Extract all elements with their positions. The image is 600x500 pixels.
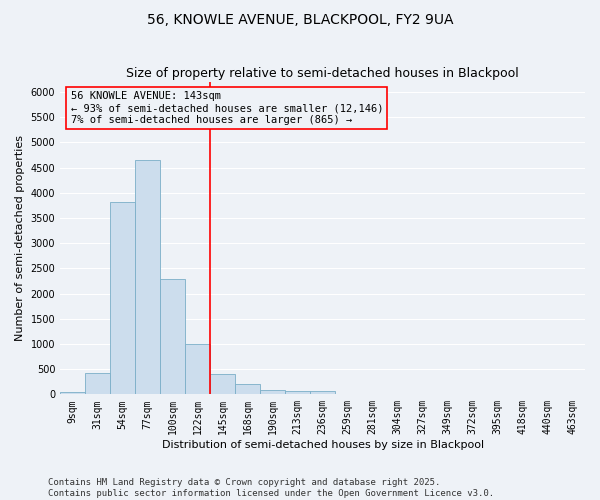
Bar [60,392,85,394]
Bar [135,160,160,394]
Text: 56 KNOWLE AVENUE: 143sqm
← 93% of semi-detached houses are smaller (12,146)
7% o: 56 KNOWLE AVENUE: 143sqm ← 93% of semi-d… [71,92,383,124]
Bar [260,390,285,394]
Bar [110,202,135,394]
Bar [310,391,335,394]
Bar [285,391,310,394]
Title: Size of property relative to semi-detached houses in Blackpool: Size of property relative to semi-detach… [126,66,519,80]
Text: Contains HM Land Registry data © Crown copyright and database right 2025.
Contai: Contains HM Land Registry data © Crown c… [48,478,494,498]
Bar [160,279,185,394]
X-axis label: Distribution of semi-detached houses by size in Blackpool: Distribution of semi-detached houses by … [161,440,484,450]
Bar [185,344,210,395]
Text: 56, KNOWLE AVENUE, BLACKPOOL, FY2 9UA: 56, KNOWLE AVENUE, BLACKPOOL, FY2 9UA [147,12,453,26]
Y-axis label: Number of semi-detached properties: Number of semi-detached properties [15,135,25,341]
Bar [85,372,110,394]
Bar [235,384,260,394]
Bar [210,374,235,394]
